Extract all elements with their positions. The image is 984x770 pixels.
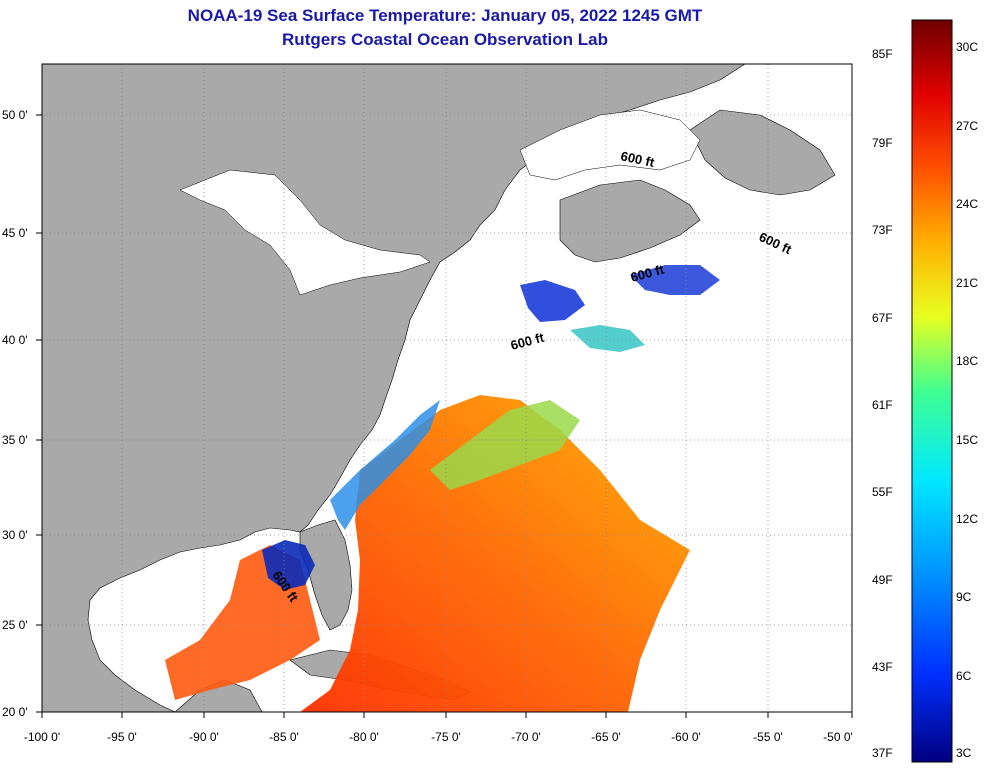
colorbar-c-label: 9C — [956, 590, 972, 604]
gulf-st-lawrence — [519, 109, 701, 181]
lat-tick-label: 50 0' — [2, 108, 28, 122]
lon-tick-label: -100 0' — [24, 730, 60, 744]
colorbar-c-label: 27C — [956, 119, 979, 133]
map-border — [41, 63, 853, 713]
colorbar-c-label: 18C — [956, 354, 979, 368]
lat-tick-label: 30 0' — [2, 528, 28, 542]
lon-tick-label: -55 0' — [753, 730, 783, 744]
sst-scotian-shelf — [630, 265, 720, 295]
colorbar-f-label: 67F — [872, 311, 893, 325]
longitude-axis: -100 0' -95 0' -90 0' -85 0' -80 0' -75 … — [24, 712, 853, 744]
temperature-colorbar — [911, 19, 953, 763]
map-gridlines — [42, 64, 852, 712]
land-maritimes — [559, 179, 701, 263]
colorbar-f-label: 37F — [872, 746, 893, 760]
lon-tick-label: -90 0' — [189, 730, 219, 744]
sst-mid-atlantic — [430, 400, 580, 490]
sst-warm-region — [300, 395, 690, 712]
map-subtitle: Rutgers Coastal Ocean Observation Lab — [282, 30, 608, 49]
lon-tick-label: -85 0' — [269, 730, 299, 744]
colorbar-c-label: 3C — [956, 746, 972, 760]
great-lakes — [179, 169, 431, 296]
colorbar-f-label: 73F — [872, 223, 893, 237]
colorbar-c-label: 30C — [956, 40, 979, 54]
lat-tick-label: 45 0' — [2, 226, 28, 240]
lat-tick-label: 40 0' — [2, 333, 28, 347]
lon-tick-label: -95 0' — [107, 730, 137, 744]
colorbar-f-label: 79F — [872, 136, 893, 150]
lon-tick-label: -75 0' — [431, 730, 461, 744]
colorbar-c-label: 15C — [956, 433, 979, 447]
contour-label: 600 ft — [619, 148, 656, 170]
latitude-axis: 50 0' 45 0' 40 0' 35 0' 30 0' 25 0' 20 0… — [2, 108, 42, 719]
colorbar-f-label: 55F — [872, 485, 893, 499]
colorbar-f-label: 61F — [872, 398, 893, 412]
colorbar-f-label: 85F — [872, 47, 893, 61]
sst-gulf-of-maine — [520, 280, 585, 322]
sst-georges-bank — [570, 325, 645, 352]
lat-tick-label: 35 0' — [2, 433, 28, 447]
map-title: NOAA-19 Sea Surface Temperature: January… — [187, 6, 703, 25]
lat-tick-label: 25 0' — [2, 618, 28, 632]
lat-tick-label: 20 0' — [2, 705, 28, 719]
lon-tick-label: -65 0' — [591, 730, 621, 744]
lon-tick-label: -60 0' — [671, 730, 701, 744]
lon-tick-label: -50 0' — [823, 730, 853, 744]
colorbar-f-label: 49F — [872, 573, 893, 587]
land-newfoundland — [689, 109, 836, 196]
lon-tick-label: -80 0' — [349, 730, 379, 744]
colorbar-c-label: 24C — [956, 197, 979, 211]
colorbar-c-label: 21C — [956, 276, 979, 290]
colorbar-f-label: 43F — [872, 660, 893, 674]
lon-tick-label: -70 0' — [511, 730, 541, 744]
sst-ne-gulf-cold — [262, 540, 315, 590]
colorbar-c-label: 6C — [956, 669, 972, 683]
colorbar-c-label: 12C — [956, 512, 979, 526]
sst-cool-shelf — [330, 400, 440, 530]
